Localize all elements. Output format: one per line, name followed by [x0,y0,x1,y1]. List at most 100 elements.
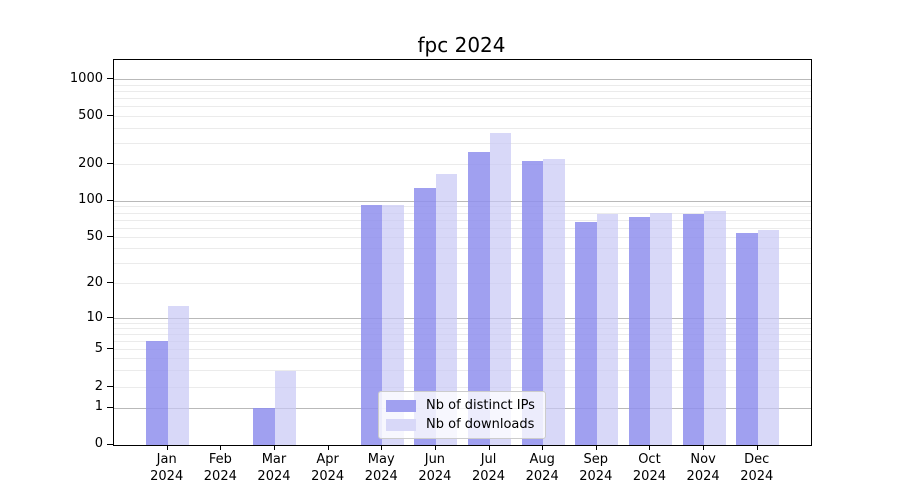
minor-gridline [114,84,811,86]
legend-swatch-downloads-icon [386,418,416,431]
y-tick [107,443,113,445]
bar-jan-downloads [167,305,190,445]
minor-gridline [114,237,811,239]
bar-jun-downloads [435,173,458,445]
minor-gridline [114,98,811,100]
minor-gridline [114,323,811,324]
minor-gridline [114,328,811,330]
y-tick [107,348,113,350]
major-gridline [114,79,811,81]
y-tick-label: 500 [78,107,103,123]
x-tick-label: Jul 2024 [471,452,506,484]
x-tick [166,445,168,450]
x-tick [381,445,383,450]
minor-gridline [114,106,811,108]
bar-nov-downloads [704,210,726,445]
y-tick [107,406,113,408]
x-tick [488,445,490,450]
legend-label-downloads: Nb of downloads [426,417,535,432]
x-tick [434,445,436,450]
bar-oct-downloads [650,213,672,445]
y-tick-label: 200 [78,155,103,171]
bar-jan-ips [146,341,168,445]
x-tick-label: Nov 2024 [686,452,720,484]
y-tick [107,282,113,284]
y-tick [107,317,113,319]
x-tick-label: Aug 2024 [525,452,559,484]
minor-gridline [114,90,811,92]
y-tick [107,386,113,388]
x-tick-label: Dec 2024 [740,452,774,484]
bar-mar-downloads [274,370,297,445]
legend-item-distinct-ips: Nb of distinct IPs [386,396,538,415]
bar-mar-ips [253,408,275,445]
bar-may-ips [360,205,383,445]
bar-dec-downloads [757,229,780,445]
x-tick [649,445,651,450]
bar-jul-ips [468,151,490,445]
minor-gridline [114,349,811,351]
minor-gridline [114,127,811,129]
bar-jun-ips [414,188,436,445]
y-tick-label: 0 [94,436,103,451]
legend: Nb of distinct IPs Nb of downloads [378,391,546,439]
minor-gridline [114,334,811,336]
y-tick [107,78,113,80]
bar-oct-ips [628,217,651,445]
bar-may-downloads [382,204,404,445]
x-tick-label: May 2024 [364,452,398,484]
minor-gridline [114,387,811,389]
minor-gridline [114,164,811,166]
y-tick-label: 1000 [69,70,103,86]
plot-area: Nb of distinct IPs Nb of downloads [113,59,812,446]
y-tick-label: 100 [78,192,103,208]
minor-gridline [114,227,811,229]
minor-gridline [114,116,811,118]
minor-gridline [114,142,811,144]
major-gridline [114,200,811,202]
x-tick-label: Feb 2024 [203,452,237,484]
y-tick [107,115,113,117]
legend-swatch-distinct-ips-icon [386,399,416,412]
minor-gridline [114,358,811,360]
minor-gridline [114,206,811,208]
x-tick [756,445,758,450]
y-tick [107,163,113,165]
bar-dec-ips [736,232,758,445]
bar-sep-downloads [596,214,619,445]
x-tick [220,445,222,450]
x-tick-label: Oct 2024 [632,452,666,484]
y-tick-label: 10 [86,309,103,325]
x-tick-label: Apr 2024 [311,452,345,484]
minor-gridline [114,248,811,250]
x-tick-label: Jan 2024 [150,452,184,484]
y-tick-label: 20 [86,274,103,290]
bar-aug-ips [521,161,544,445]
minor-gridline [114,283,811,285]
y-tick-label: 50 [86,228,103,244]
y-tick-label: 2 [94,378,103,394]
x-tick [703,445,705,450]
x-tick [542,445,544,450]
x-tick [273,445,275,450]
bar-nov-ips [682,213,705,445]
y-tick-label: 1 [94,399,103,415]
major-gridline [114,318,811,320]
minor-gridline [114,340,811,342]
y-tick [107,199,113,201]
legend-item-downloads: Nb of downloads [386,415,538,434]
bar-aug-downloads [543,159,565,445]
y-tick-label: 5 [94,340,103,356]
x-tick-label: Mar 2024 [257,452,291,484]
x-tick [595,445,597,450]
chart-title: fpc 2024 [417,33,506,57]
minor-gridline [114,370,811,372]
x-tick [327,445,329,450]
legend-label-distinct-ips: Nb of distinct IPs [426,398,535,413]
x-tick-label: Jun 2024 [418,452,452,484]
y-tick [107,236,113,238]
minor-gridline [114,262,811,264]
minor-gridline [114,212,811,214]
x-tick-label: Sep 2024 [579,452,613,484]
